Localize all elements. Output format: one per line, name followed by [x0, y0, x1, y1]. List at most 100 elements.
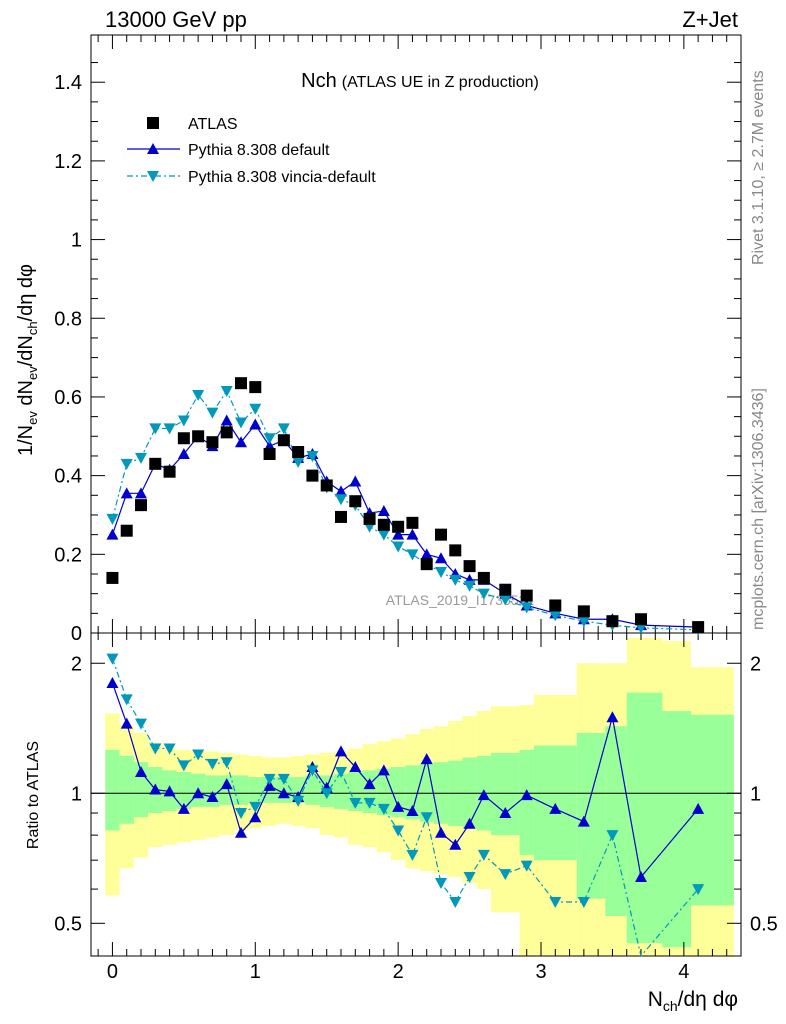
ratio-point-default — [520, 789, 533, 801]
ratio-point-vincia — [177, 760, 190, 772]
ratio-point-vincia — [549, 897, 562, 909]
ratio-point-default — [406, 804, 419, 816]
green-band-bin — [105, 749, 120, 831]
x-axis-label: Nch/dη dφ — [648, 988, 738, 1014]
point-default — [406, 528, 419, 540]
ratio-point-vincia — [406, 849, 419, 861]
point-default — [220, 414, 233, 426]
ratio-point-vincia — [435, 877, 447, 889]
point-atlas — [499, 583, 512, 596]
green-band-bin — [333, 773, 349, 809]
ratio-point-default — [106, 677, 119, 689]
point-default — [106, 528, 119, 540]
point-vincia — [635, 622, 647, 634]
point-vincia — [392, 541, 405, 553]
x-tick-label: 1 — [250, 961, 261, 983]
green-band-bin — [248, 777, 263, 803]
ratio-y-tick-label-right: 1 — [750, 783, 761, 805]
point-vincia — [435, 567, 447, 579]
point-atlas — [392, 520, 405, 533]
watermark: ATLAS_2019_I1736531 — [386, 592, 535, 608]
legend-label-vincia: Pythia 8.308 vincia-default — [188, 169, 376, 186]
ratio-point-default — [635, 870, 647, 882]
point-default — [392, 528, 405, 540]
green-band-bin — [305, 775, 320, 805]
ratio-point-default — [499, 807, 512, 819]
point-default — [435, 552, 447, 564]
ratio-point-default — [263, 779, 276, 791]
ratio-point-vincia — [263, 773, 276, 785]
point-atlas — [520, 589, 533, 602]
point-vincia — [177, 415, 190, 427]
point-atlas — [163, 465, 176, 478]
x-tick-label: 3 — [535, 961, 546, 983]
point-atlas — [549, 599, 562, 612]
point-atlas — [435, 528, 447, 541]
point-vincia — [106, 513, 119, 525]
point-vincia — [277, 423, 290, 435]
ratio-y-tick-label: 2 — [71, 653, 82, 675]
ratio-point-vincia — [206, 758, 219, 770]
axis-ticks: 0 1 2 3 4 0 0.2 0.4 0.6 0.8 1 1.2 1.4 0.5 0.5 1 1 2 2 — [54, 35, 778, 983]
point-atlas — [277, 434, 290, 447]
ratio-bands — [91, 637, 741, 956]
ratio-point-default — [277, 787, 290, 799]
green-band-bin — [533, 745, 577, 861]
main-y-tick-label: 0.8 — [54, 308, 82, 330]
ratio-point-vincia — [135, 718, 147, 730]
ratio-point-default — [392, 800, 405, 812]
ratio-point-vincia — [163, 743, 176, 755]
point-default — [135, 487, 147, 499]
ratio-series — [106, 653, 705, 958]
x-tick-label: 4 — [678, 961, 689, 983]
series-line-vincia — [111, 389, 699, 631]
point-atlas — [577, 605, 590, 618]
main-y-tick-label: 0.6 — [54, 387, 82, 409]
green-band-bin — [605, 726, 627, 916]
point-atlas — [177, 432, 190, 445]
ratio-point-vincia — [292, 795, 305, 807]
point-default — [377, 505, 390, 517]
point-atlas — [192, 430, 205, 443]
ratio-point-vincia — [306, 765, 319, 777]
green-band-bin — [119, 755, 134, 824]
green-band-bin — [391, 767, 406, 818]
point-atlas — [406, 516, 419, 529]
main-y-tick-label: 1.4 — [54, 72, 82, 94]
point-vincia — [292, 456, 305, 468]
ratio-point-default — [577, 815, 590, 827]
point-atlas — [477, 571, 490, 584]
ratio-point-vincia — [463, 871, 476, 883]
point-atlas — [377, 518, 390, 531]
ratio-frame — [90, 632, 742, 957]
point-vincia — [249, 403, 262, 415]
title-sub: (ATLAS UE in Z production) — [342, 74, 539, 91]
point-atlas — [635, 613, 647, 626]
ratio-point-vincia — [349, 797, 362, 809]
ratio-y-tick-label-right: 0.5 — [750, 913, 778, 935]
point-vincia — [377, 529, 390, 541]
ratio-y-tick-label-right: 2 — [750, 653, 761, 675]
legend-marker-atlas — [147, 117, 159, 129]
green-band-bin — [626, 692, 663, 944]
point-vincia — [406, 549, 419, 561]
main-y-tick-label: 1 — [71, 230, 82, 252]
ratio-point-default — [363, 778, 376, 790]
ratio-point-default — [135, 766, 147, 778]
main-y-tick-label: 1.2 — [54, 151, 82, 173]
main-y-tick-label: 0.2 — [54, 544, 82, 566]
ratio-point-vincia — [335, 767, 347, 779]
point-atlas — [263, 447, 276, 460]
ratio-point-vincia — [377, 803, 390, 815]
point-default — [335, 485, 347, 497]
header-left: 13000 GeV pp — [105, 7, 247, 32]
point-atlas — [292, 446, 305, 459]
point-atlas — [235, 377, 247, 390]
point-atlas — [449, 544, 462, 557]
point-vincia — [149, 423, 162, 435]
ratio-point-vincia — [392, 825, 405, 837]
point-atlas — [363, 512, 376, 525]
ratio-point-vincia — [606, 830, 619, 842]
ratio-point-default — [463, 817, 476, 829]
